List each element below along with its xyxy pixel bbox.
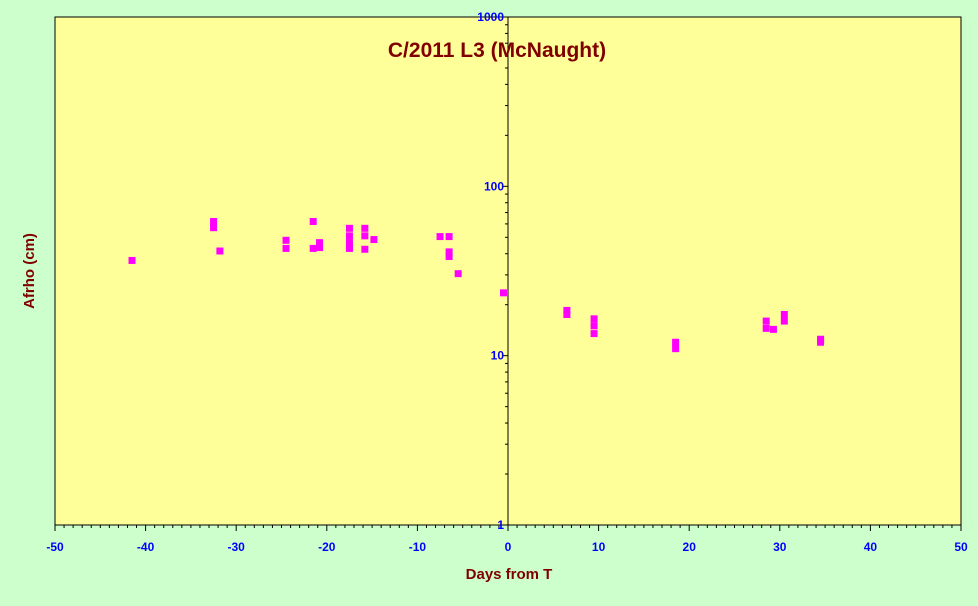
x-tick-label: -40: [137, 540, 155, 554]
data-point: [445, 248, 453, 256]
data-point: [780, 311, 788, 319]
data-point: [316, 239, 324, 247]
y-tick-label: 100: [484, 179, 504, 193]
data-point: [762, 324, 770, 332]
data-point: [361, 224, 369, 232]
x-tick-label: 50: [954, 540, 968, 554]
data-point: [454, 270, 462, 278]
data-point: [672, 338, 680, 346]
chart-title: C/2011 L3 (McNaught): [388, 39, 606, 62]
data-point: [590, 330, 598, 338]
data-point: [128, 256, 136, 264]
y-tick-label: 1000: [477, 10, 504, 24]
data-point: [282, 236, 290, 244]
data-point: [309, 244, 317, 252]
data-point: [445, 233, 453, 241]
data-points: [128, 217, 825, 353]
data-point: [345, 244, 353, 252]
data-point: [210, 217, 218, 225]
y-axis-title: Afrho (cm): [21, 233, 38, 309]
data-point: [563, 311, 571, 319]
data-point: [282, 244, 290, 252]
data-point: [210, 224, 218, 232]
data-point: [817, 338, 825, 346]
data-point: [769, 325, 777, 333]
data-point: [361, 245, 369, 253]
data-point: [316, 244, 324, 252]
data-point: [345, 224, 353, 232]
x-tick-label: 10: [592, 540, 606, 554]
data-point: [780, 317, 788, 325]
y-tick-label: 10: [491, 349, 505, 363]
data-point: [345, 232, 353, 240]
data-point: [563, 306, 571, 314]
tick-labels: -50 -40 -30 -20 -10 0 10 20 30 40 50 1 10 100 1000: [46, 10, 968, 554]
x-tick-label: -20: [318, 540, 336, 554]
x-tick-label: -50: [46, 540, 64, 554]
data-point: [590, 322, 598, 330]
x-tick-label: 20: [683, 540, 697, 554]
data-point: [762, 317, 770, 325]
y-tick-label: 1: [497, 518, 504, 532]
x-tick-label: -10: [409, 540, 427, 554]
data-point: [590, 315, 598, 323]
x-axis-title: Days from T: [466, 566, 553, 583]
data-point: [499, 289, 507, 297]
data-point: [370, 236, 378, 244]
axes: [55, 17, 961, 526]
x-tick-label: 0: [505, 540, 512, 554]
data-point: [361, 232, 369, 240]
x-tick-label: -30: [228, 540, 246, 554]
data-point: [309, 217, 317, 225]
data-point: [436, 233, 444, 241]
data-point: [216, 247, 224, 255]
data-point: [445, 253, 453, 261]
x-tick-label: 40: [864, 540, 878, 554]
data-point: [672, 345, 680, 353]
x-tick-label: 30: [773, 540, 787, 554]
